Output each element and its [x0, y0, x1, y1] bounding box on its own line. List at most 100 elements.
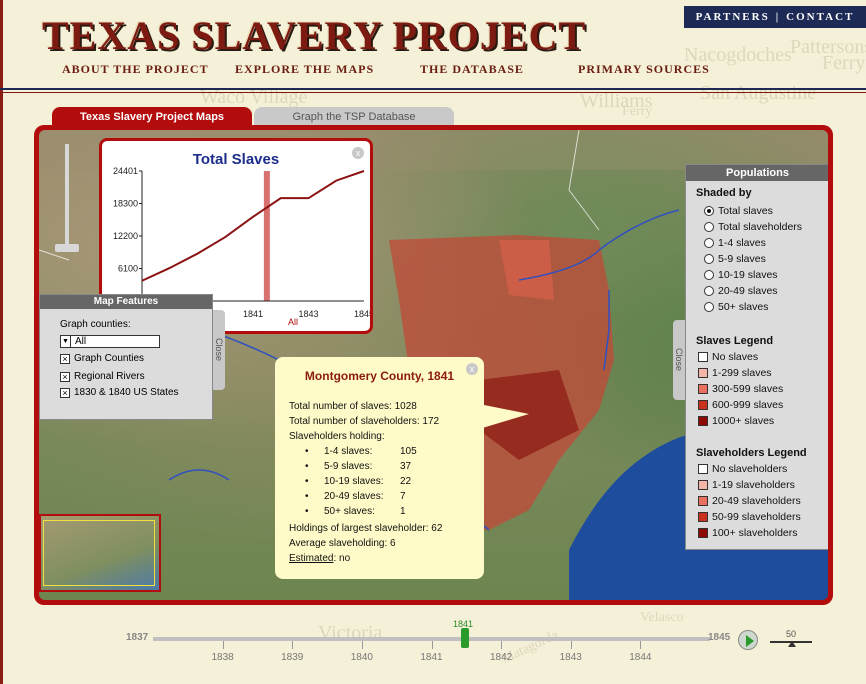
estimated-value: : no	[333, 553, 351, 564]
shade-option-radio[interactable]	[704, 254, 714, 264]
bg-place-pattersons: Pattersons	[790, 36, 866, 58]
slaves-legend-swatch	[698, 416, 708, 426]
zoom-handle[interactable]	[55, 244, 79, 252]
bg-place-williams: Williams	[580, 90, 653, 112]
graph-counties-select[interactable]: ▼ All	[60, 335, 160, 348]
timeline-tick	[501, 641, 503, 649]
holding-label: 10-19 slaves:	[324, 476, 384, 487]
shade-option-row[interactable]: 5-9 slaves	[704, 253, 766, 265]
holding-label: 20-49 slaves:	[324, 491, 384, 502]
bg-place-velasco: Velasco	[640, 610, 684, 625]
nav-primary-sources[interactable]: PRIMARY SOURCES	[578, 62, 710, 76]
info-title: Montgomery County, 1841	[304, 369, 455, 383]
shade-option-row[interactable]: 1-4 slaves	[704, 237, 766, 249]
slaveholders-legend-swatch	[698, 480, 708, 490]
slaves-legend-item: 300-599 slaves	[698, 383, 783, 395]
shade-option-radio[interactable]	[704, 302, 714, 312]
holding-value: 37	[400, 461, 412, 472]
shade-option-label: Total slaves	[718, 205, 773, 217]
checkbox-regional-rivers-row[interactable]: × Regional Rivers	[60, 371, 145, 382]
nav-database[interactable]: THE DATABASE	[420, 62, 524, 76]
shade-option-radio[interactable]	[704, 206, 714, 216]
site-logo[interactable]: TEXAS SLAVERY PROJECT	[42, 13, 587, 58]
timeline-tick	[570, 641, 572, 649]
shade-option-radio[interactable]	[704, 222, 714, 232]
minimap-viewport[interactable]	[43, 520, 155, 586]
slaves-legend-label: 1-299 slaves	[712, 367, 772, 379]
timeline-tick-label: 1838	[211, 652, 234, 663]
info-total-slaveholders: Total number of slaveholders: 172	[289, 416, 440, 427]
slaves-legend-item: 600-999 slaves	[698, 399, 783, 411]
map-canvas[interactable]: Total Slaves x 2440118300122006100018411…	[39, 130, 828, 600]
slaveholders-legend-item: 50-99 slaveholders	[698, 511, 801, 523]
chart-y-tick-label: 18300	[113, 199, 138, 209]
chart-close-button[interactable]: x	[352, 147, 364, 159]
info-holding-header: Slaveholders holding:	[289, 431, 385, 442]
play-button[interactable]	[738, 630, 758, 650]
info-pointer	[479, 404, 529, 429]
slaveholders-legend-item: 100+ slaveholders	[698, 527, 798, 539]
holding-bullet: •	[305, 476, 309, 487]
checkbox-us-states-row[interactable]: × 1830 & 1840 US States	[60, 387, 179, 398]
holding-bullet: •	[305, 461, 309, 472]
nav-about-project[interactable]: ABOUT THE PROJECT	[62, 62, 209, 76]
timeline-tick	[222, 641, 224, 649]
shade-option-radio[interactable]	[704, 286, 714, 296]
checkbox-graph-counties-row[interactable]: × Graph Counties	[60, 353, 144, 364]
slaves-legend-label: 1000+ slaves	[712, 415, 775, 427]
holding-bullet: •	[305, 506, 309, 517]
chart-y-tick-label: 24401	[113, 166, 138, 176]
timeline-tick	[431, 641, 433, 649]
holding-value: 7	[400, 491, 406, 502]
bg-place-ferry: Ferry	[822, 52, 866, 74]
info-close-button[interactable]: x	[466, 363, 478, 375]
timeline-tick-label: 1842	[490, 652, 513, 663]
slaveholders-legend-label: 20-49 slaveholders	[712, 495, 801, 507]
slaves-legend-swatch	[698, 384, 708, 394]
chart-series-line	[141, 170, 365, 282]
features-close-tab[interactable]: Close	[213, 310, 225, 390]
shaded-county-north	[499, 240, 554, 300]
top-links-bar: PARTNERS | CONTACT	[684, 6, 866, 28]
checkbox-regional-rivers[interactable]: ×	[60, 371, 70, 382]
shade-option-label: 10-19 slaves	[718, 269, 778, 281]
tab-graph-database[interactable]: Graph the TSP Database	[254, 107, 454, 127]
shade-option-row[interactable]: 20-49 slaves	[704, 285, 778, 297]
speed-thumb[interactable]	[788, 641, 796, 647]
shaded-county-dark	[479, 370, 579, 460]
river-3	[518, 209, 680, 281]
shade-option-row[interactable]: Total slaveholders	[704, 221, 802, 233]
zoom-track[interactable]	[65, 144, 69, 249]
partners-link[interactable]: PARTNERS	[695, 11, 770, 23]
state-line-2	[39, 249, 70, 261]
estimated-link[interactable]: Estimated	[289, 553, 334, 564]
shade-option-row[interactable]: 10-19 slaves	[704, 269, 778, 281]
slaves-legend-title: Slaves Legend	[696, 335, 774, 347]
info-total-slaves: Total number of slaves: 1028	[289, 401, 417, 412]
populations-close-tab[interactable]: Close	[673, 320, 685, 400]
shade-option-row[interactable]: Total slaves	[704, 205, 773, 217]
populations-panel: Populations Shaded by Total slaves Total …	[685, 164, 828, 550]
timeline-handle[interactable]	[461, 628, 469, 648]
nav-explore-maps[interactable]: EXPLORE THE MAPS	[235, 62, 375, 76]
holding-value: 22	[400, 476, 412, 487]
shade-option-row[interactable]: 50+ slaves	[704, 301, 769, 313]
slaveholders-legend-label: 50-99 slaveholders	[712, 511, 801, 523]
map-features-panel: Map Features Graph counties: ▼ All × Grap…	[39, 294, 213, 420]
select-arrow-icon: ▼	[61, 336, 71, 347]
tab-maps[interactable]: Texas Slavery Project Maps	[52, 107, 252, 127]
checkbox-graph-counties[interactable]: ×	[60, 353, 70, 364]
holding-value: 1	[400, 506, 406, 517]
shade-option-radio[interactable]	[704, 270, 714, 280]
chart-svg: 24401183001220061000184118431845	[113, 166, 370, 319]
shade-option-radio[interactable]	[704, 238, 714, 248]
shade-option-label: 50+ slaves	[718, 301, 769, 313]
overview-minimap[interactable]	[39, 514, 161, 592]
contact-link[interactable]: CONTACT	[786, 11, 855, 23]
timeline-tick-label: 1843	[559, 652, 582, 663]
map-frame: Total Slaves x 2440118300122006100018411…	[34, 125, 833, 605]
checkbox-us-states[interactable]: ×	[60, 387, 70, 398]
slaveholders-legend-swatch	[698, 528, 708, 538]
timeline-track[interactable]	[153, 637, 710, 641]
populations-title: Populations	[686, 165, 828, 181]
